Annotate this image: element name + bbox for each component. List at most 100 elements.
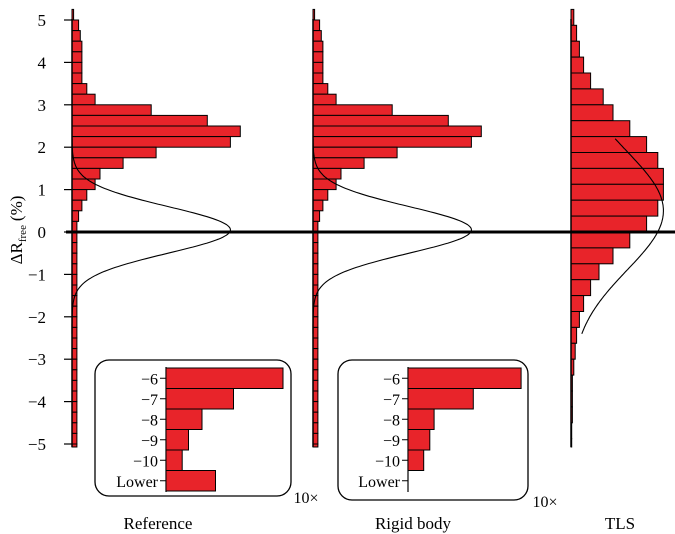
histogram-bar	[570, 183, 664, 201]
inset-bar	[407, 388, 474, 410]
bars-layer	[71, 8, 664, 448]
inset-bar	[165, 388, 234, 410]
y-tick-label: 1	[38, 181, 47, 200]
y-tick-label: 5	[38, 11, 47, 30]
inset-category-label: −7	[141, 392, 158, 409]
histogram-bar	[570, 72, 592, 90]
histogram-bar	[71, 104, 152, 116]
inset-bar	[407, 449, 425, 471]
inset-bar	[165, 367, 284, 389]
fitted-curve	[71, 138, 231, 334]
histogram-bar	[570, 56, 585, 74]
histogram-bar	[71, 72, 83, 85]
histogram-bar	[570, 152, 659, 169]
inset-multiplier-reference: 10×	[293, 490, 318, 507]
inset-bar	[165, 449, 183, 471]
histogram-bar	[570, 247, 614, 265]
y-axis: 5 4 3 2 1 0 −1 −2 −3 −4 −5	[28, 11, 72, 454]
histogram-bar	[312, 178, 337, 191]
inset-bar	[407, 429, 431, 451]
histogram-bar	[71, 167, 101, 180]
histogram-bar	[570, 136, 648, 154]
histogram-bar	[71, 93, 96, 106]
histogram-bar	[71, 157, 124, 169]
curves-layer	[71, 138, 664, 335]
histogram-bar	[570, 88, 604, 106]
fitted-curve	[312, 138, 472, 334]
histogram-bar	[312, 210, 321, 222]
inset-category-label: −9	[141, 433, 158, 450]
histogram-bar	[312, 40, 324, 53]
histogram-bar	[570, 263, 600, 281]
histogram-bar	[71, 199, 83, 212]
fitted-curve	[581, 138, 664, 335]
histogram-bar	[570, 326, 578, 344]
histogram-bar	[312, 146, 398, 159]
histogram-bar	[312, 8, 316, 21]
histogram-bar	[71, 30, 81, 42]
histogram-bar	[71, 61, 83, 74]
y-tick-label: 2	[38, 138, 47, 157]
histogram-bar	[570, 215, 648, 233]
histogram-bar	[71, 83, 88, 95]
y-tick-label: 4	[38, 53, 47, 72]
inset-category-label: Lower	[116, 474, 158, 491]
inset-multiplier-rigid-body: 10×	[532, 494, 557, 511]
histogram-bar	[312, 30, 322, 42]
inset-category-label: Lower	[358, 474, 400, 491]
histogram-bar	[312, 125, 482, 138]
histogram-bar	[71, 125, 241, 138]
y-tick-label: −3	[28, 350, 46, 369]
histogram-bar	[312, 199, 324, 212]
y-axis-label-unit: (%)	[7, 196, 26, 221]
y-tick-label: −1	[28, 265, 46, 284]
histogram-bar	[570, 231, 631, 249]
y-tick-label: 0	[38, 223, 47, 242]
y-axis-label: ΔRfree (%)	[7, 196, 29, 265]
y-tick-label: −5	[28, 435, 46, 454]
inset-bar	[407, 408, 435, 430]
histogram-bar	[312, 93, 337, 106]
y-tick-label: −4	[28, 393, 47, 412]
histogram-bar	[570, 295, 585, 313]
histogram-bar	[570, 199, 659, 217]
histogram-bar	[71, 210, 80, 222]
histogram-bar	[71, 146, 157, 159]
histogram-bar	[570, 120, 631, 138]
histogram-bar	[570, 311, 580, 328]
histogram-bar	[312, 104, 393, 116]
histogram-bar	[71, 40, 83, 53]
histogram-bar	[570, 40, 580, 58]
inset-category-label: −10	[133, 453, 158, 470]
histogram-bar	[312, 83, 329, 95]
histogram-bar	[570, 24, 578, 42]
histogram-bar	[71, 114, 208, 127]
histogram-bar	[312, 51, 324, 63]
histogram-bar	[71, 8, 75, 21]
histogram-bar	[312, 189, 329, 201]
histogram-bar	[71, 178, 96, 191]
inset-category-label: −8	[141, 412, 158, 429]
histogram-bar	[71, 51, 83, 63]
inset-bar	[165, 408, 203, 430]
panel-label-tls: TLS	[605, 514, 635, 533]
inset-category-label: −6	[141, 371, 158, 388]
y-axis-label-subscript: free	[17, 225, 29, 242]
histogram-bar	[312, 61, 324, 74]
inset-bar	[407, 367, 522, 389]
histogram-bar	[570, 279, 592, 297]
histogram-bar	[71, 19, 80, 32]
histogram-bar	[312, 72, 324, 85]
y-axis-label-main: ΔR	[7, 241, 26, 264]
histogram-bar	[312, 136, 472, 148]
histogram-bar	[71, 136, 231, 148]
panel-label-rigid-body: Rigid body	[375, 514, 452, 533]
panel-label-reference: Reference	[124, 514, 193, 533]
y-tick-label: −2	[28, 308, 46, 327]
inset-bar	[165, 470, 216, 492]
histogram-bar	[312, 19, 321, 32]
inset-category-label: −9	[383, 433, 400, 450]
y-tick-label: 3	[38, 96, 47, 115]
inset-bar	[165, 429, 189, 451]
